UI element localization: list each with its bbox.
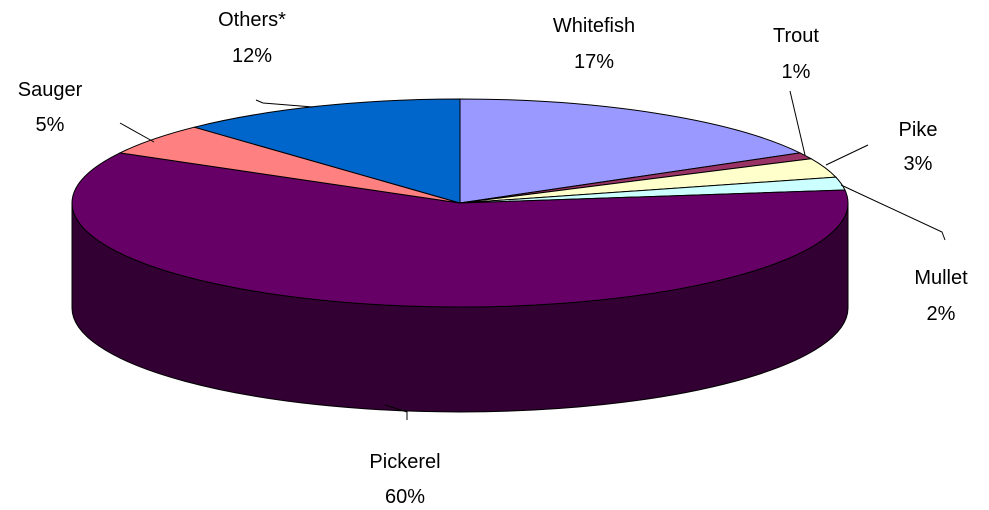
- slice-value-others: 12%: [232, 45, 272, 67]
- slice-whitefish: [459, 98, 802, 204]
- slice-pickerel: [71, 152, 849, 308]
- slice-value-pickerel: 60%: [385, 486, 425, 508]
- leader-line-trout: [789, 90, 806, 156]
- slice-value-sauger: 5%: [36, 114, 65, 136]
- slice-label-trout: Trout: [773, 25, 819, 47]
- leader-lines: [119, 90, 946, 420]
- slice-label-sauger: Sauger: [18, 79, 83, 101]
- leader-line-pickerel: [384, 404, 408, 420]
- leader-line-others: [255, 99, 314, 108]
- slice-others: [192, 98, 461, 204]
- slice-value-mullet: 2%: [927, 303, 956, 325]
- slice-value-trout: 1%: [782, 61, 811, 83]
- leader-line-mullet: [840, 184, 946, 241]
- pie-slices: [71, 98, 849, 308]
- slice-label-pickerel: Pickerel: [369, 451, 440, 473]
- slice-label-whitefish: Whitefish: [553, 15, 635, 37]
- slice-label-mullet: Mullet: [914, 267, 968, 289]
- slice-value-whitefish: 17%: [574, 51, 614, 73]
- leader-line-pike: [825, 144, 869, 166]
- slice-label-others: Others*: [218, 9, 286, 31]
- slice-value-pike: 3%: [904, 153, 933, 175]
- leader-line-sauger: [119, 122, 155, 143]
- slice-label-pike: Pike: [899, 119, 938, 141]
